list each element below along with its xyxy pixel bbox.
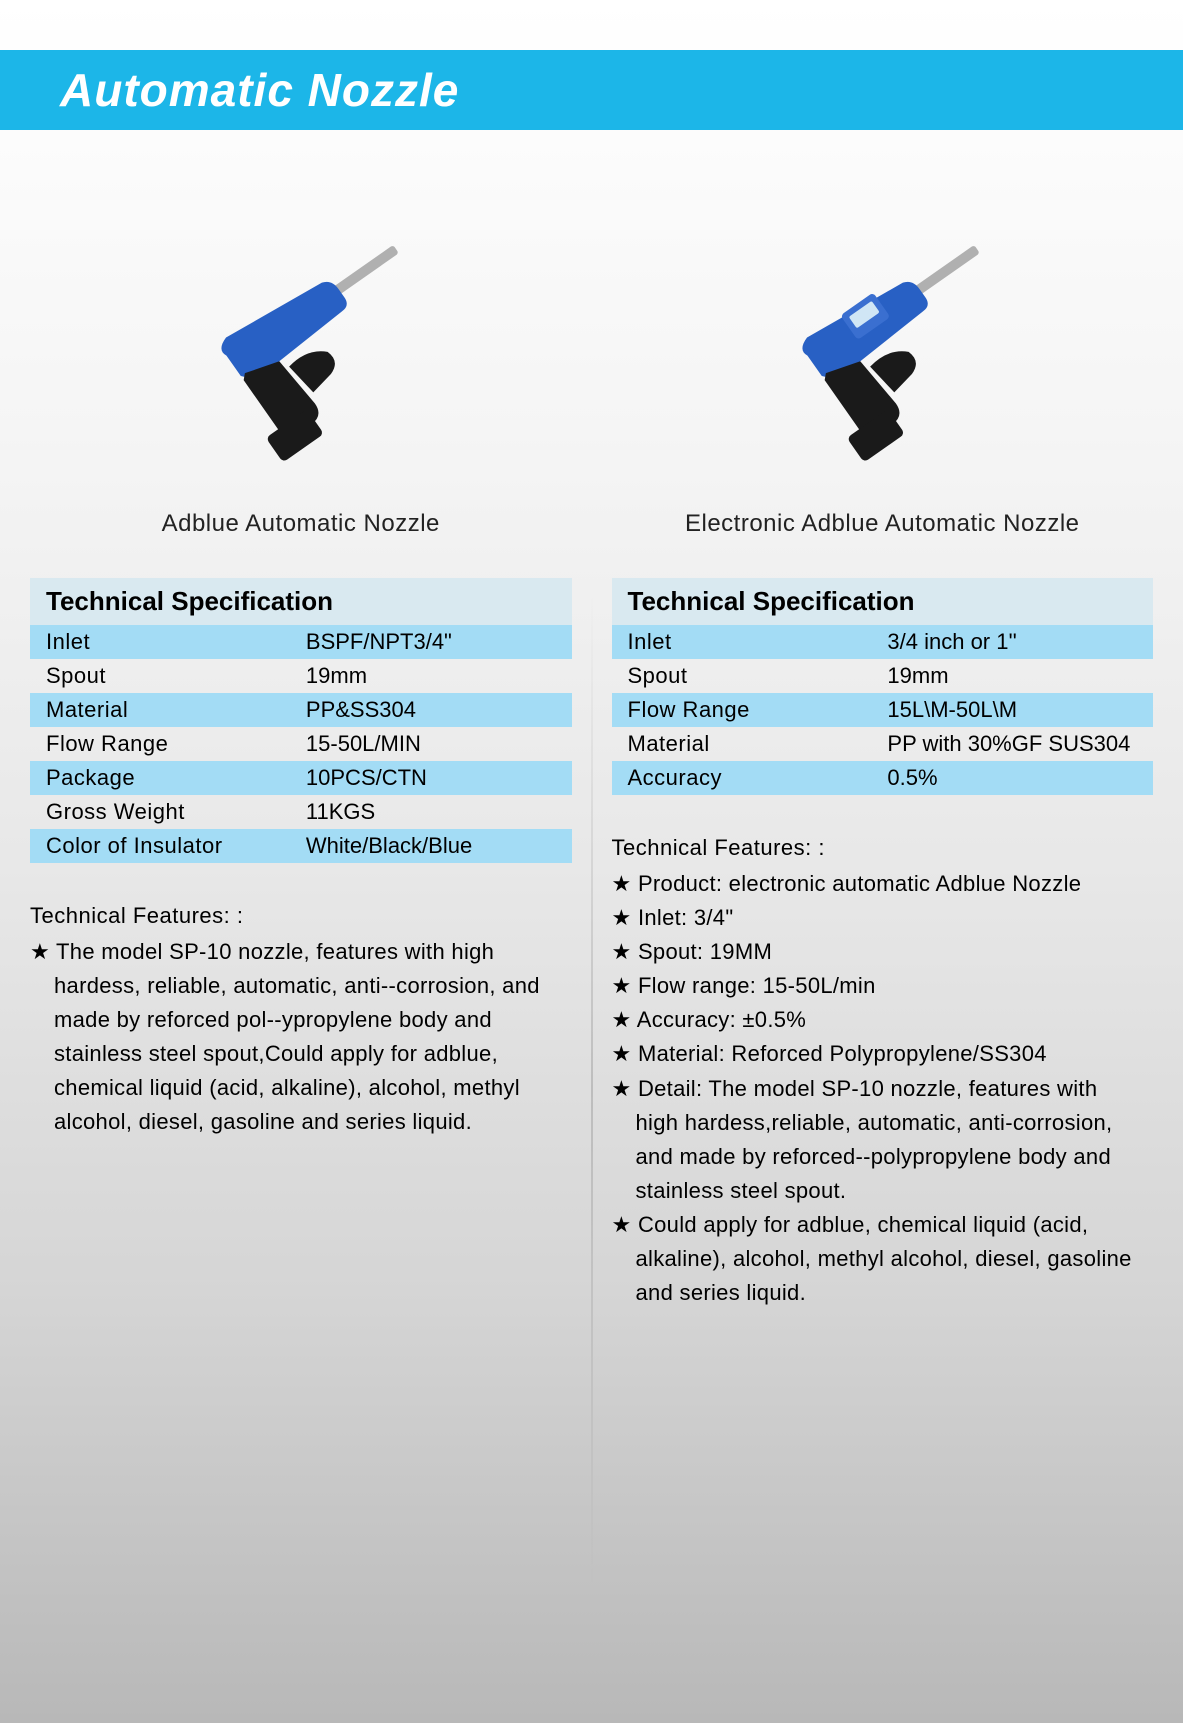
spec-row: Flow Range15-50L/MIN [30, 727, 572, 761]
spec-row: MaterialPP with 30%GF SUS304 [612, 727, 1154, 761]
spec-label: Material [612, 727, 872, 761]
spec-value: 10PCS/CTN [290, 761, 572, 795]
spec-row: MaterialPP&SS304 [30, 693, 572, 727]
spec-label: Spout [30, 659, 290, 693]
spec-row: Color of InsulatorWhite/Black/Blue [30, 829, 572, 863]
spec-value: 11KGS [290, 795, 572, 829]
spec-row: InletBSPF/NPT3/4" [30, 625, 572, 659]
right-features-title: Technical Features: : [612, 835, 1154, 861]
left-product-image [30, 190, 572, 490]
left-features-list: The model SP-10 nozzle, features with hi… [30, 935, 572, 1140]
feature-item: Could apply for adblue, chemical liquid … [612, 1208, 1144, 1310]
header-bar: Automatic Nozzle [0, 50, 1183, 130]
spec-value: PP&SS304 [290, 693, 572, 727]
feature-item: The model SP-10 nozzle, features with hi… [30, 935, 562, 1140]
feature-item: Inlet: 3/4" [612, 901, 1144, 935]
spec-label: Flow Range [612, 693, 872, 727]
nozzle-icon [161, 200, 441, 480]
right-spec-body: Inlet3/4 inch or 1''Spout19mmFlow Range1… [612, 625, 1154, 795]
spec-label: Inlet [612, 625, 872, 659]
spec-row: Package10PCS/CTN [30, 761, 572, 795]
spec-value: 3/4 inch or 1'' [871, 625, 1153, 659]
right-spec-table: Technical Specification Inlet3/4 inch or… [612, 578, 1154, 795]
nozzle-icon [742, 200, 1022, 480]
spec-row: Inlet3/4 inch or 1'' [612, 625, 1154, 659]
column-divider [591, 590, 593, 1590]
left-spec-body: InletBSPF/NPT3/4"Spout19mmMaterialPP&SS3… [30, 625, 572, 863]
right-product-title: Electronic Adblue Automatic Nozzle [612, 510, 1154, 538]
left-spec-table: Technical Specification InletBSPF/NPT3/4… [30, 578, 572, 863]
spec-label: Gross Weight [30, 795, 290, 829]
feature-item: Accuracy: ±0.5% [612, 1003, 1144, 1037]
left-product-title: Adblue Automatic Nozzle [30, 510, 572, 538]
spec-value: 15L\M-50L\M [871, 693, 1153, 727]
spec-value: BSPF/NPT3/4" [290, 625, 572, 659]
feature-item: Material: Reforced Polypropylene/SS304 [612, 1037, 1144, 1071]
spec-label: Flow Range [30, 727, 290, 761]
left-column: Adblue Automatic Nozzle Technical Specif… [30, 190, 572, 1310]
spec-value: White/Black/Blue [290, 829, 572, 863]
left-features-title: Technical Features: : [30, 903, 572, 929]
feature-item: Product: electronic automatic Adblue Noz… [612, 867, 1144, 901]
spec-row: Gross Weight11KGS [30, 795, 572, 829]
right-product-image [612, 190, 1154, 490]
spec-row: Accuracy0.5% [612, 761, 1154, 795]
spec-label: Package [30, 761, 290, 795]
spec-row: Spout19mm [612, 659, 1154, 693]
feature-item: Flow range: 15-50L/min [612, 969, 1144, 1003]
spec-value: 19mm [871, 659, 1153, 693]
spec-label: Material [30, 693, 290, 727]
feature-item: Spout: 19MM [612, 935, 1144, 969]
spec-value: 19mm [290, 659, 572, 693]
spec-label: Inlet [30, 625, 290, 659]
spec-value: 15-50L/MIN [290, 727, 572, 761]
spec-label: Spout [612, 659, 872, 693]
page-title: Automatic Nozzle [60, 63, 459, 117]
right-spec-heading: Technical Specification [612, 578, 1154, 625]
right-features-list: Product: electronic automatic Adblue Noz… [612, 867, 1154, 1310]
spec-value: 0.5% [871, 761, 1153, 795]
feature-item: Detail: The model SP-10 nozzle, features… [612, 1072, 1144, 1208]
spec-row: Flow Range15L\M-50L\M [612, 693, 1154, 727]
spec-label: Accuracy [612, 761, 872, 795]
spec-label: Color of Insulator [30, 829, 290, 863]
spec-row: Spout19mm [30, 659, 572, 693]
spec-value: PP with 30%GF SUS304 [871, 727, 1153, 761]
left-spec-heading: Technical Specification [30, 578, 572, 625]
right-column: Electronic Adblue Automatic Nozzle Techn… [612, 190, 1154, 1310]
